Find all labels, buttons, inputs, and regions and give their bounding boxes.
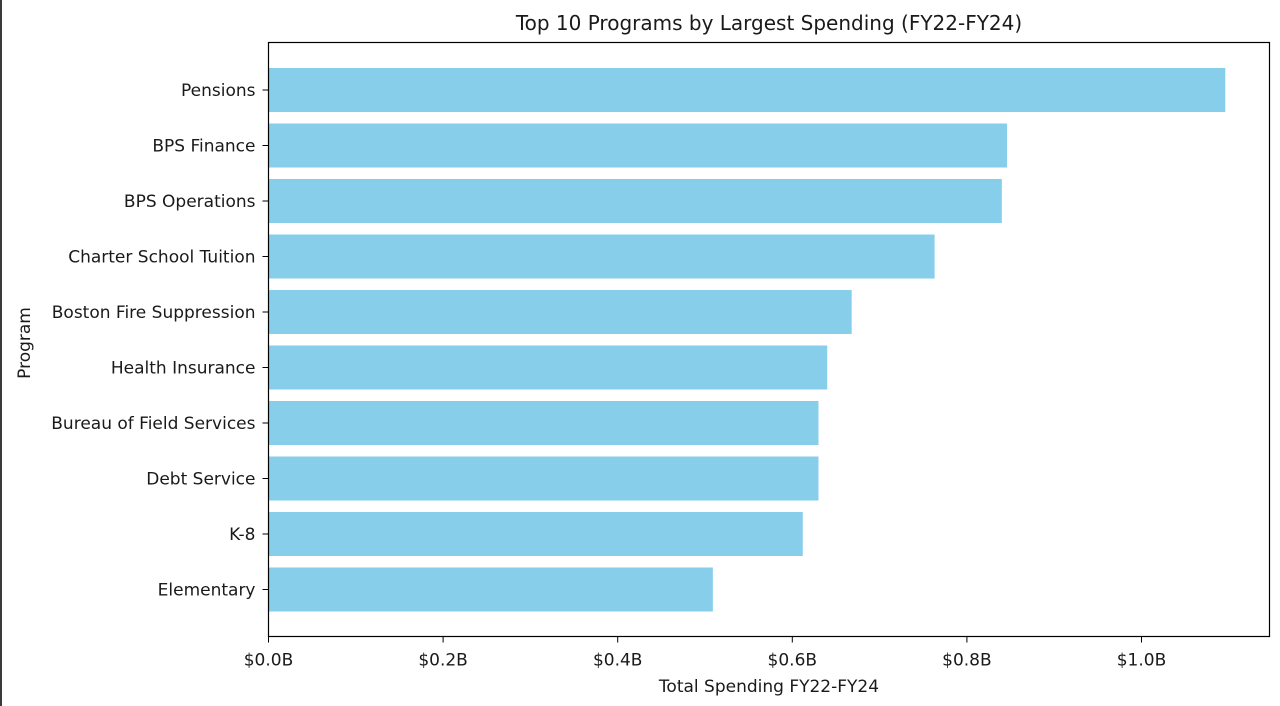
bar-charter-school-tuition — [268, 234, 935, 279]
chart-title: Top 10 Programs by Largest Spending (FY2… — [515, 11, 1022, 35]
bar-bps-finance — [268, 123, 1008, 168]
y-tick-label-pensions: Pensions — [181, 81, 256, 101]
x-tick-label: $0.8B — [942, 651, 992, 671]
bar-debt-service — [268, 456, 819, 501]
y-tick-label-bps-finance: BPS Finance — [152, 137, 255, 157]
x-tick-label: $0.6B — [768, 651, 818, 671]
bar-pensions — [268, 68, 1226, 112]
bar-boston-fire-suppression — [268, 290, 852, 334]
bar-elementary — [268, 567, 713, 612]
y-tick-label-bps-operations: BPS Operations — [124, 192, 256, 212]
x-ticks-group: $0.0B $0.2B $0.4B $0.6B $0.8B $1.0B — [244, 636, 1167, 671]
y-tick-label-bureau-of-field-services: Bureau of Field Services — [51, 414, 255, 434]
bar-health-insurance — [268, 345, 828, 390]
y-tick-label-debt-service: Debt Service — [146, 470, 255, 490]
y-tick-label-boston-fire-suppression: Boston Fire Suppression — [52, 303, 256, 323]
plot-area-border — [267, 41, 1271, 638]
x-tick-label: $1.0B — [1117, 651, 1167, 671]
x-tick-label: $0.0B — [244, 651, 294, 671]
x-tick-label: $0.2B — [418, 651, 468, 671]
x-tick-label: $0.4B — [593, 651, 643, 671]
y-tick-label-health-insurance: Health Insurance — [111, 359, 256, 379]
bar-bps-operations — [268, 179, 1002, 223]
y-ticks-group: Pensions BPS Finance BPS Operations Charter… — [51, 81, 269, 601]
y-tick-label-charter-school-tuition: Charter School Tuition — [68, 248, 255, 268]
bars-group — [268, 68, 1226, 612]
x-axis-label: Total Spending FY22-FY24 — [658, 677, 879, 697]
bar-bureau-of-field-services — [268, 401, 819, 445]
bar-k-8 — [268, 512, 803, 556]
y-axis-label: Program — [15, 307, 35, 379]
y-tick-label-elementary: Elementary — [158, 581, 256, 601]
y-tick-label-k-8: K-8 — [229, 525, 255, 545]
